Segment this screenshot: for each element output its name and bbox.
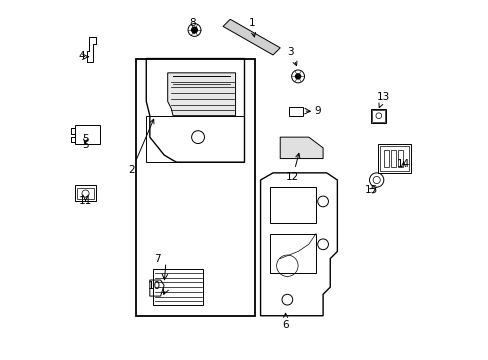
Text: 10: 10 — [147, 281, 160, 291]
Bar — [370, 109, 386, 123]
Text: 15: 15 — [364, 185, 377, 194]
Bar — [75, 185, 96, 202]
Bar — [397, 150, 403, 167]
Bar — [75, 125, 100, 144]
Text: 12: 12 — [285, 153, 299, 182]
Bar — [383, 150, 388, 167]
PathPatch shape — [167, 73, 235, 116]
Circle shape — [191, 27, 197, 33]
Text: 8: 8 — [189, 18, 196, 34]
Text: 9: 9 — [313, 106, 320, 116]
Text: 1: 1 — [248, 18, 255, 37]
Bar — [380, 146, 408, 171]
Bar — [288, 107, 303, 116]
Text: 5: 5 — [82, 135, 89, 144]
Text: 3: 3 — [287, 47, 296, 66]
Bar — [372, 110, 385, 122]
Text: 5: 5 — [82, 140, 89, 150]
Text: 11: 11 — [79, 196, 92, 206]
Text: 14: 14 — [396, 159, 409, 170]
Circle shape — [295, 74, 300, 79]
Text: 7: 7 — [154, 254, 160, 264]
Bar — [378, 144, 410, 173]
PathPatch shape — [223, 19, 280, 55]
Text: 13: 13 — [376, 92, 389, 108]
Bar — [146, 116, 244, 162]
Text: 6: 6 — [282, 313, 288, 330]
Bar — [390, 150, 395, 167]
PathPatch shape — [280, 137, 323, 158]
Bar — [153, 269, 203, 305]
Bar — [77, 188, 94, 199]
Bar — [135, 59, 255, 316]
Bar — [269, 187, 315, 223]
Bar — [269, 234, 315, 273]
Text: 2: 2 — [128, 119, 154, 175]
Text: 4: 4 — [79, 50, 85, 60]
